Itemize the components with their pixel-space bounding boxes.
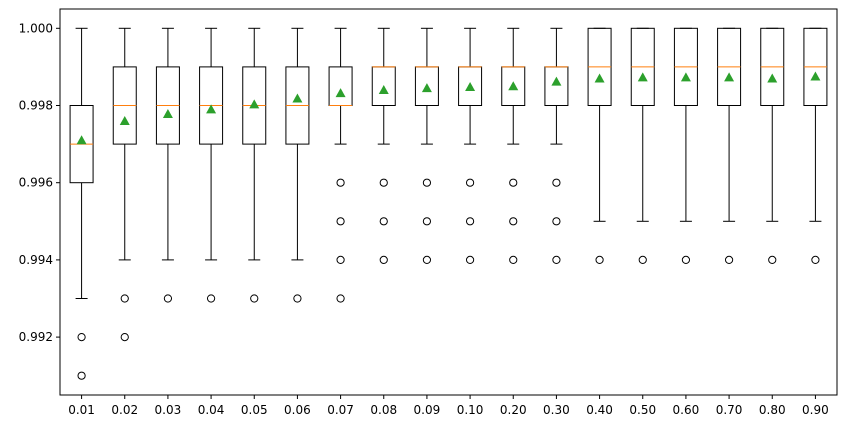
box-group-0-80 xyxy=(760,27,785,264)
mean-marker xyxy=(119,115,130,125)
box-group-0-08 xyxy=(371,27,396,264)
box-group-0-10 xyxy=(458,27,483,264)
mean-marker xyxy=(162,108,173,118)
x-tick-label: 0.10 xyxy=(457,403,484,417)
box-group-0-40 xyxy=(587,27,612,264)
outlier-point xyxy=(552,217,561,226)
box-group-0-60 xyxy=(673,27,698,264)
box-group-0-04 xyxy=(199,27,224,303)
mean-marker xyxy=(76,135,87,145)
outlier-point xyxy=(724,255,734,264)
y-tick-label: 1.000 xyxy=(19,21,53,35)
mean-marker xyxy=(810,71,821,81)
y-axis: 0.992 0.994 0.996 0.998 1.000 xyxy=(19,21,60,344)
mean-marker xyxy=(421,83,432,93)
x-tick-label: 0.03 xyxy=(155,403,182,417)
outlier-point xyxy=(77,333,86,342)
x-tick-label: 0.50 xyxy=(629,403,656,417)
box-group-0-03 xyxy=(155,27,180,303)
y-tick-label: 0.996 xyxy=(19,176,53,190)
plot-area-background xyxy=(60,9,837,395)
x-tick-label: 0.40 xyxy=(586,403,613,417)
mean-marker xyxy=(465,81,476,91)
x-tick-label: 0.09 xyxy=(414,403,441,417)
outlier-point xyxy=(465,178,475,187)
outlier-point xyxy=(336,217,345,226)
y-tick-label: 0.992 xyxy=(19,330,53,344)
mean-marker xyxy=(680,72,691,82)
outlier-point xyxy=(768,255,777,264)
outlier-point xyxy=(120,333,129,342)
box-group-0-07 xyxy=(328,27,353,303)
outlier-point xyxy=(336,255,345,264)
box-group-0-06 xyxy=(285,27,310,303)
mean-marker xyxy=(594,73,605,83)
mean-marker xyxy=(335,88,346,98)
box-group-0-01 xyxy=(69,27,94,380)
outlier-point xyxy=(336,178,345,187)
outlier-point xyxy=(422,217,432,226)
x-tick-label: 0.05 xyxy=(241,403,268,417)
outlier-point xyxy=(336,294,345,303)
mean-marker xyxy=(767,73,778,83)
outlier-point xyxy=(509,217,518,226)
outlier-point xyxy=(206,294,216,303)
outlier-point xyxy=(509,178,518,187)
x-tick-label: 0.07 xyxy=(327,403,354,417)
mean-marker xyxy=(724,72,735,82)
mean-marker xyxy=(378,85,389,95)
outlier-point xyxy=(509,255,518,264)
outlier-point xyxy=(811,255,820,264)
x-axis: 0.01 0.02 0.03 0.04 0.05 0.06 0.07 0.08 0.09 0.10… xyxy=(68,395,829,417)
x-tick-label: 0.20 xyxy=(500,403,527,417)
outlier-point xyxy=(163,294,173,303)
plot-frame xyxy=(59,8,838,396)
outlier-point xyxy=(681,255,691,264)
x-tick-label: 0.08 xyxy=(370,403,397,417)
box-group-0-50 xyxy=(630,27,655,264)
mean-marker xyxy=(249,99,260,109)
box-group-0-20 xyxy=(501,27,526,264)
outlier-point xyxy=(77,371,86,380)
x-tick-label: 0.06 xyxy=(284,403,311,417)
outlier-point xyxy=(465,217,475,226)
mean-marker xyxy=(508,81,519,91)
mean-marker xyxy=(292,93,303,103)
x-tick-label: 0.30 xyxy=(543,403,570,417)
mean-marker xyxy=(551,76,562,86)
outlier-point xyxy=(422,255,432,264)
outlier-point xyxy=(379,178,388,187)
outlier-point xyxy=(120,294,129,303)
chart-marks xyxy=(69,27,828,380)
x-tick-label: 0.60 xyxy=(673,403,700,417)
box-group-0-09 xyxy=(414,27,439,264)
box-group-0-30 xyxy=(544,27,569,264)
outlier-point xyxy=(465,255,475,264)
y-tick-label: 0.994 xyxy=(19,253,53,267)
box-group-0-70 xyxy=(717,27,742,264)
x-tick-label: 0.02 xyxy=(111,403,138,417)
outlier-point xyxy=(379,217,388,226)
x-tick-label: 0.04 xyxy=(198,403,225,417)
box-group-0-05 xyxy=(242,27,267,303)
x-tick-label: 0.90 xyxy=(802,403,829,417)
box-group-0-90 xyxy=(803,27,828,264)
box-group-0-02 xyxy=(112,27,137,342)
outlier-point xyxy=(379,255,388,264)
outlier-point xyxy=(552,178,561,187)
outlier-point xyxy=(638,255,647,264)
outlier-point xyxy=(250,294,259,303)
outlier-point xyxy=(293,294,302,303)
x-tick-label: 0.80 xyxy=(759,403,786,417)
x-tick-label: 0.01 xyxy=(68,403,95,417)
x-tick-label: 0.70 xyxy=(716,403,743,417)
outlier-point xyxy=(552,255,561,264)
mean-marker xyxy=(206,104,217,114)
outlier-point xyxy=(595,255,604,264)
y-tick-label: 0.998 xyxy=(19,99,53,113)
mean-marker xyxy=(637,72,648,82)
outlier-point xyxy=(422,178,432,187)
